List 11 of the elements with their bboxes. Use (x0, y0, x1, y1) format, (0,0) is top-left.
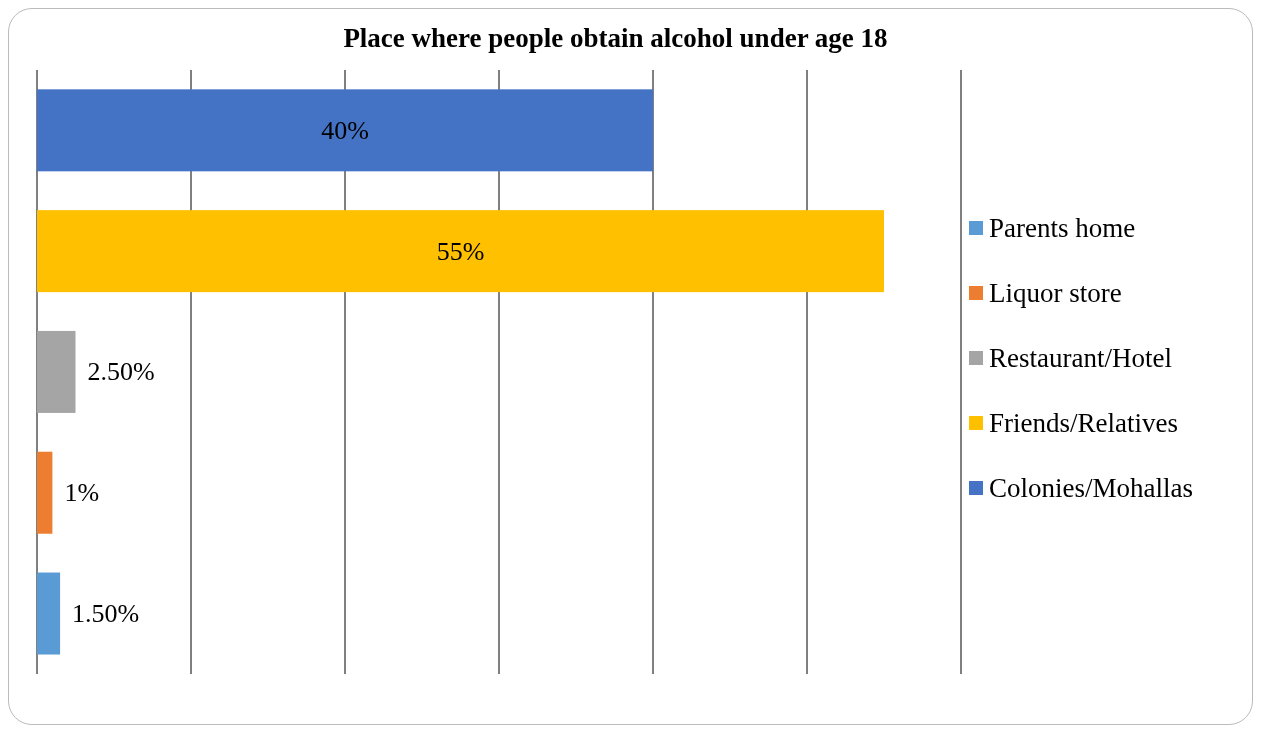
data-label: 55% (436, 236, 485, 266)
legend-label: Parents home (989, 211, 1137, 244)
data-label: 1% (64, 478, 100, 508)
chart-title: Place where people obtain alcohol under age 18 (342, 23, 889, 54)
legend-label: Restaurant/Hotel (989, 341, 1173, 374)
legend-label: Colonies/Mohallas (989, 471, 1194, 504)
legend-label: Friends/Relatives (989, 406, 1179, 439)
legend-label: Liquor store (989, 276, 1123, 309)
data-label: 1.50% (72, 599, 140, 629)
data-label: 2.50% (87, 357, 155, 387)
data-label: 40% (321, 115, 369, 145)
